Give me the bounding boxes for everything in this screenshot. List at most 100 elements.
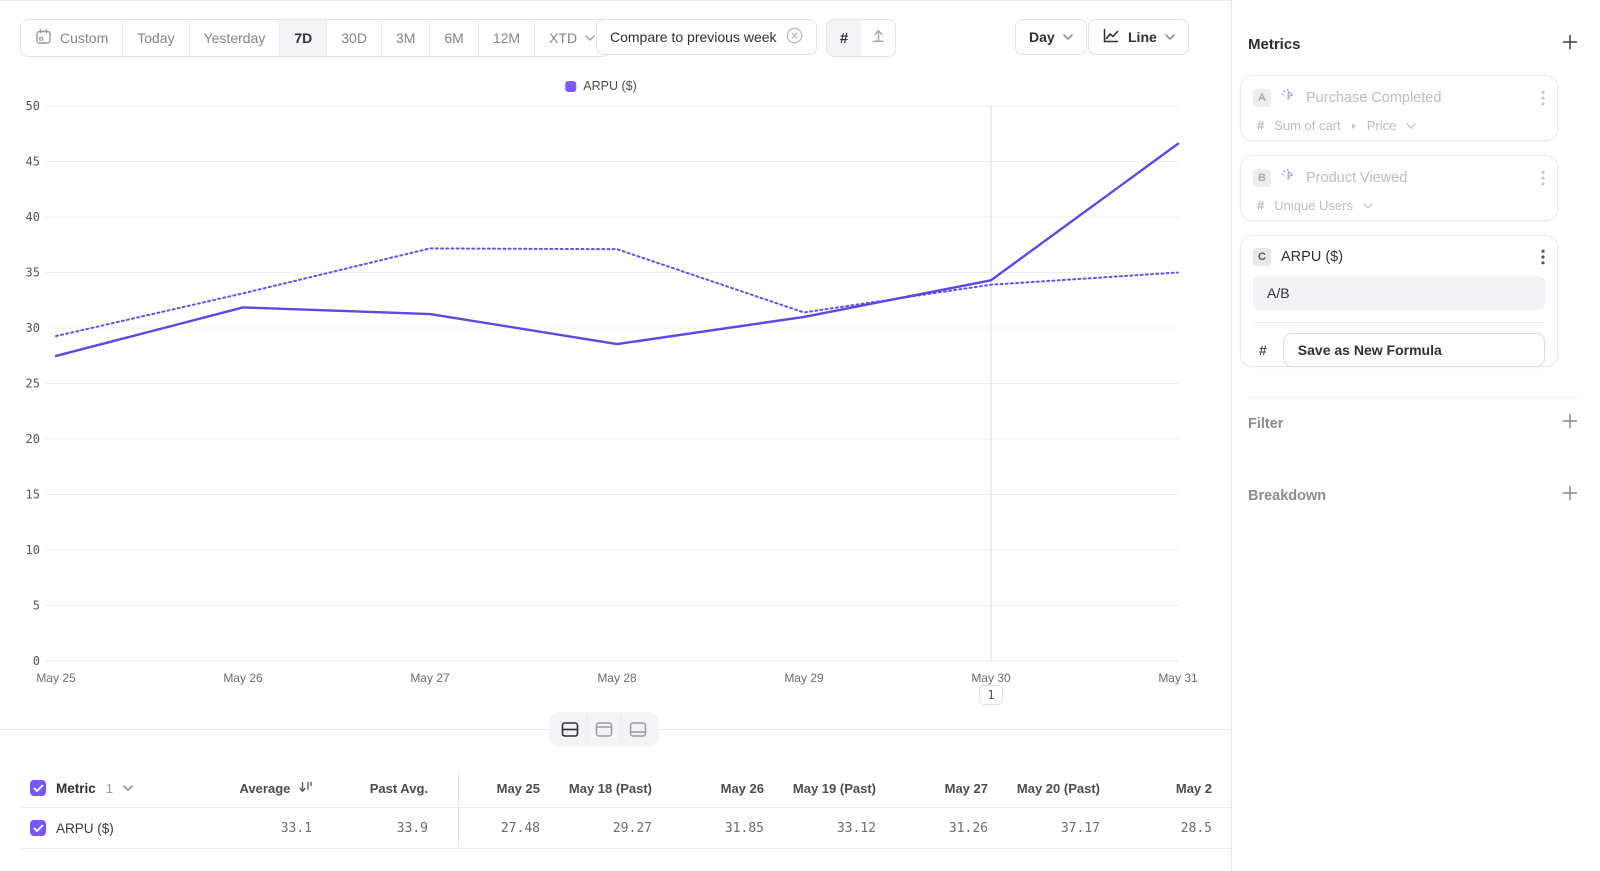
chevron-down-icon (1406, 122, 1417, 129)
results-table: Metric 1 Average Past Avg. May 25 May 18… (0, 769, 1231, 849)
measure-label: Unique Users (1274, 198, 1353, 213)
hover-annotation-badge[interactable]: 1 (979, 685, 1003, 705)
formula-metric-name: ARPU ($) (1281, 249, 1344, 265)
cell-may26: 31.85 (724, 820, 764, 836)
chart-area: 0 5 10 15 20 25 30 35 40 45 50 May 25 May 26 May 27 Ma… (0, 96, 1222, 711)
chevron-down-icon (585, 35, 595, 41)
add-metric-button[interactable] (1562, 34, 1578, 55)
table-row-arpu[interactable]: ARPU ($) 33.1 33.9 27.48 29.27 31.85 33.… (20, 808, 1231, 849)
arrow-up-from-line-icon (870, 27, 887, 49)
svg-text:10: 10 (26, 543, 40, 557)
event-spark-icon (1281, 88, 1296, 108)
hash-icon: # (839, 29, 849, 47)
chevron-down-icon (1062, 34, 1073, 40)
chart-type-label: Line (1128, 29, 1157, 45)
svg-text:35: 35 (26, 266, 40, 280)
insights-main-panel: Custom Today Yesterday 7D 30D 3M 6M 12M … (0, 0, 1232, 871)
chart-only-view-toggle[interactable] (588, 716, 622, 743)
event-spark-icon (1281, 168, 1296, 188)
column-header-may19-past[interactable]: May 19 (Past) (792, 780, 876, 796)
date-range-today[interactable]: Today (123, 20, 190, 56)
svg-text:15: 15 (26, 488, 40, 502)
measure-label: Sum of cart (1274, 118, 1341, 133)
lift-values-toggle[interactable] (861, 20, 895, 56)
metric-measure-selector[interactable]: # Unique Users (1241, 188, 1557, 213)
compare-to-previous-week-chip[interactable]: Compare to previous week (596, 19, 817, 55)
breakdown-section: Breakdown (1248, 485, 1578, 506)
date-range-label: Custom (60, 30, 109, 46)
metric-card-c-formula[interactable]: C ARPU ($) A/B # Save as New Formula (1240, 235, 1558, 367)
svg-text:May 26: May 26 (223, 671, 263, 685)
sidebar-divider (1248, 397, 1578, 398)
cell-may19-past: 33.12 (836, 820, 876, 836)
row-metric-label: ARPU ($) (56, 820, 114, 836)
hash-icon: # (1259, 342, 1267, 358)
date-range-yesterday[interactable]: Yesterday (189, 20, 281, 56)
formula-input[interactable]: A/B (1253, 276, 1545, 310)
column-header-average[interactable]: Average (232, 781, 312, 796)
arpu-line-chart[interactable]: 0 5 10 15 20 25 30 35 40 45 50 May 25 May 26 May 27 Ma… (0, 96, 1222, 711)
svg-text:May 31: May 31 (1158, 671, 1198, 685)
svg-text:45: 45 (26, 155, 40, 169)
cell-may25: 27.48 (500, 820, 540, 836)
metric-card-b[interactable]: B Product Viewed # Unique Users (1240, 155, 1558, 221)
absolute-values-toggle[interactable]: # (827, 20, 861, 56)
column-header-clipped[interactable]: May 2 (1175, 780, 1212, 796)
metric-column-header: Metric (56, 780, 96, 796)
card-menu-icon[interactable] (1541, 249, 1545, 265)
date-range-30d[interactable]: 30D (327, 20, 382, 56)
metric-card-a[interactable]: A Purchase Completed # Sum of cart Price (1240, 75, 1558, 141)
table-only-view-toggle[interactable] (622, 716, 655, 743)
date-range-7d[interactable]: 7D (280, 20, 328, 56)
date-range-selector: Custom Today Yesterday 7D 30D 3M 6M 12M … (20, 19, 611, 57)
card-menu-icon[interactable] (1541, 170, 1545, 186)
date-range-3m[interactable]: 3M (381, 20, 431, 56)
metric-letter-badge: C (1253, 248, 1271, 266)
chevron-down-icon (1165, 34, 1175, 40)
table-column-divider (458, 773, 459, 847)
date-range-12m[interactable]: 12M (478, 20, 536, 56)
cell-past-avg: 33.9 (396, 820, 428, 836)
value-format-toggle: # (826, 19, 896, 57)
svg-text:50: 50 (26, 99, 40, 113)
split-view-toggle[interactable] (554, 716, 588, 743)
column-header-may27[interactable]: May 27 (944, 780, 988, 796)
compare-chip-label: Compare to previous week (610, 29, 777, 45)
granularity-dropdown[interactable]: Day (1015, 19, 1087, 55)
cell-may27: 31.26 (948, 820, 988, 836)
date-range-custom[interactable]: Custom (21, 20, 124, 56)
card-menu-icon[interactable] (1541, 90, 1545, 106)
column-header-may26[interactable]: May 26 (720, 780, 764, 796)
add-breakdown-button[interactable] (1562, 485, 1578, 506)
svg-text:May 30: May 30 (971, 671, 1011, 685)
filter-section: Filter (1248, 413, 1578, 434)
cell-average: 33.1 (280, 820, 312, 836)
column-header-past-avg[interactable]: Past Avg. (369, 780, 428, 796)
table-header-row: Metric 1 Average Past Avg. May 25 May 18… (20, 769, 1231, 808)
date-range-6m[interactable]: 6M (430, 20, 479, 56)
metrics-section-title: Metrics (1248, 36, 1301, 53)
save-as-new-formula-button[interactable]: Save as New Formula (1282, 333, 1545, 367)
svg-text:May 27: May 27 (410, 671, 450, 685)
svg-text:20: 20 (26, 432, 40, 446)
metric-measure-selector[interactable]: # Sum of cart Price (1241, 108, 1557, 133)
svg-text:0: 0 (33, 654, 40, 668)
cell-clipped: 28.5 (1180, 820, 1212, 836)
column-header-may20-past[interactable]: May 20 (Past) (1016, 780, 1100, 796)
column-header-may18-past[interactable]: May 18 (Past) (568, 780, 652, 796)
select-all-checkbox[interactable] (30, 780, 46, 796)
metric-event-name: Purchase Completed (1306, 90, 1442, 106)
column-header-may25[interactable]: May 25 (496, 780, 540, 796)
remove-compare-icon[interactable] (786, 27, 803, 47)
chevron-down-icon[interactable] (123, 785, 133, 791)
cell-may18-past: 29.27 (612, 820, 652, 836)
row-checkbox[interactable] (30, 820, 46, 836)
query-builder-sidebar: Metrics A Purchase Completed # Sum of ca… (1233, 0, 1600, 871)
svg-text:40: 40 (26, 210, 40, 224)
granularity-label: Day (1029, 29, 1055, 45)
legend-swatch (565, 80, 577, 92)
add-filter-button[interactable] (1562, 413, 1578, 434)
chart-legend[interactable]: ARPU ($) (565, 79, 637, 93)
chart-type-dropdown[interactable]: Line (1088, 19, 1189, 55)
